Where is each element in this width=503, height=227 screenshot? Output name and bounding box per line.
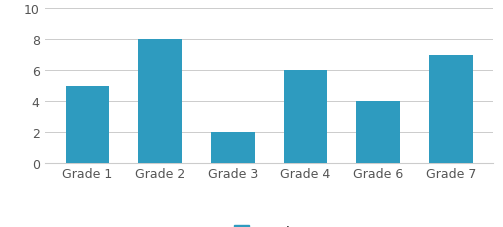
Bar	[65, 86, 109, 163]
Bar	[429, 55, 473, 163]
Bar	[284, 71, 327, 163]
Bar	[356, 102, 400, 163]
Bar	[138, 40, 182, 163]
Legend: Grades: Grades	[234, 225, 304, 227]
Bar	[211, 133, 255, 163]
